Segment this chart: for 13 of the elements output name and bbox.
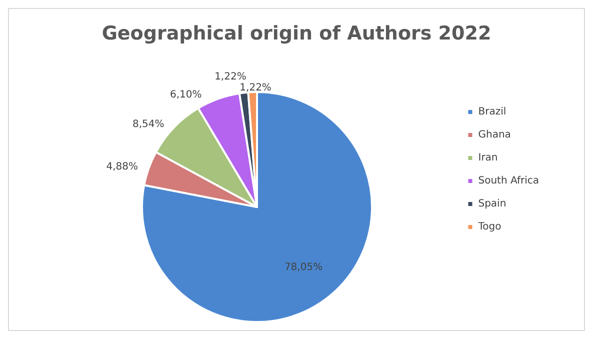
data-label: 1,22% [214,71,246,82]
data-label: 6,10% [170,90,202,101]
chart-title: Geographical origin of Authors 2022 [102,22,492,44]
data-label: 8,54% [132,119,164,130]
data-label: 78,05% [284,262,323,274]
legend-label: Ghana [478,130,511,140]
legend-label: Spain [478,198,506,210]
data-label: 1,22% [240,82,272,94]
legend-label: Togo [477,222,502,232]
legend-label: Brazil [478,106,506,118]
data-label: 4,88% [106,161,138,172]
legend-label: Iran [478,152,498,164]
legend-label: South Africa [478,176,540,186]
